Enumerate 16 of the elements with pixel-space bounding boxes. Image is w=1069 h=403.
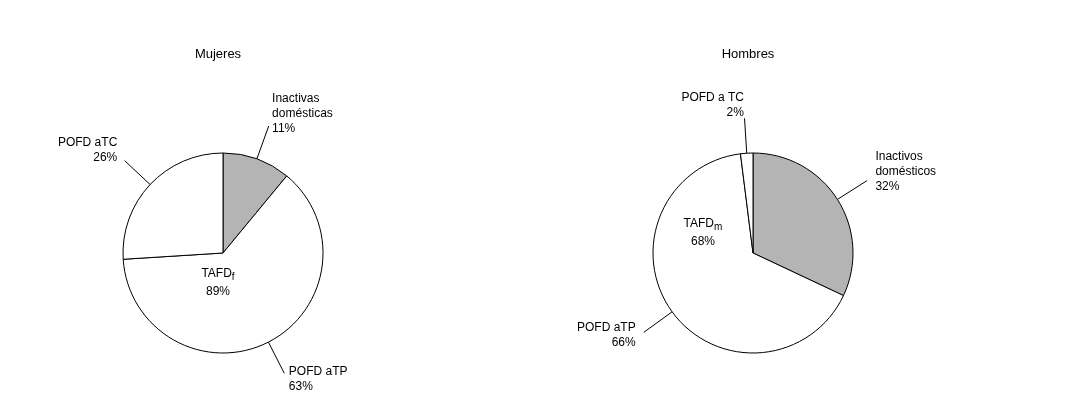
data-label: 66% bbox=[611, 334, 637, 349]
slice-label: Inactivos domésticos bbox=[875, 149, 937, 179]
slice-label: POFD aTP bbox=[577, 319, 636, 334]
data-label: 63% bbox=[288, 378, 314, 393]
text: TAFD$_{m}$ 68% bbox=[682, 216, 724, 250]
chart-title: Hombres bbox=[720, 46, 776, 61]
slice-label: POFD aTC bbox=[57, 135, 118, 150]
slice-label: POFD a TC bbox=[681, 89, 745, 104]
chart-title: Mujeres bbox=[193, 46, 243, 61]
text: TAFD$_{f}$ 89% bbox=[200, 266, 236, 300]
slice-label: POFD aTP bbox=[288, 363, 348, 378]
slice-label: Inactivas domésticas bbox=[272, 90, 333, 120]
data-label: 2% bbox=[726, 104, 745, 119]
data-label: 26% bbox=[93, 150, 118, 165]
data-label: 32% bbox=[875, 179, 900, 194]
data-label: 11% bbox=[272, 120, 296, 135]
